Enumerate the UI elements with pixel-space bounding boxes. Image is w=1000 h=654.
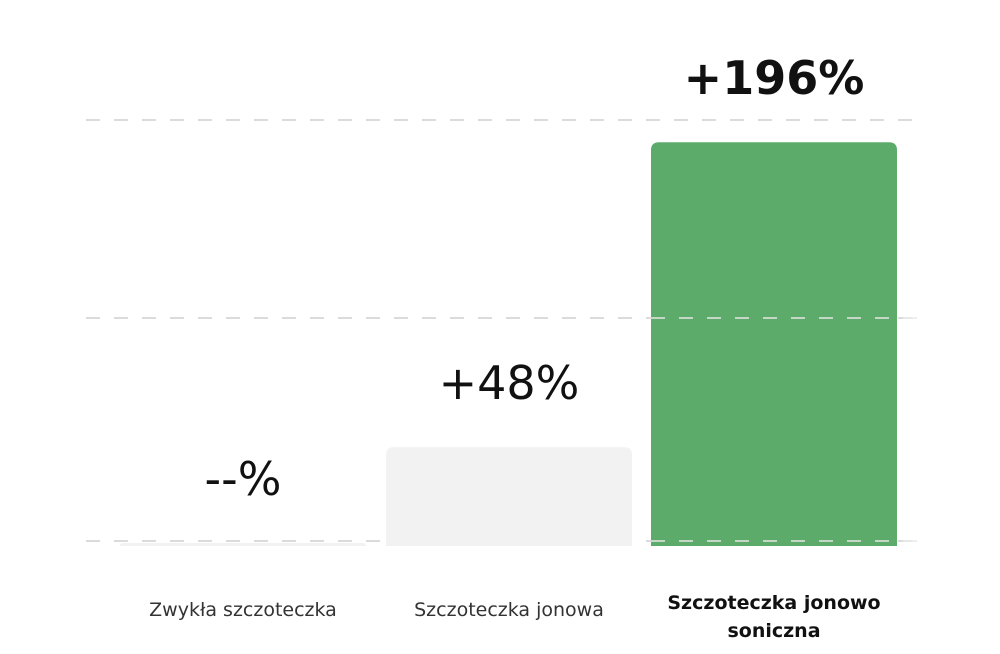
value-label-1: +48% <box>439 356 580 410</box>
category-label-0: Zwykła szczoteczka <box>149 599 337 621</box>
category-label-2-line-1: soniczna <box>727 620 820 642</box>
bar-2 <box>651 142 897 547</box>
category-labels: Zwykła szczoteczka Szczoteczka jonowa Szcz… <box>149 592 880 642</box>
bar-1 <box>386 447 632 546</box>
value-label-0: --% <box>205 452 282 506</box>
bars <box>120 142 897 547</box>
gridlines-overlay <box>651 317 920 542</box>
value-labels: --% +48% +196% <box>205 51 865 506</box>
category-label-1: Szczoteczka jonowa <box>414 599 604 621</box>
category-label-2-line-0: Szczoteczka jonowo <box>667 592 880 614</box>
bar-0 <box>120 543 366 546</box>
value-label-2: +196% <box>684 51 865 105</box>
